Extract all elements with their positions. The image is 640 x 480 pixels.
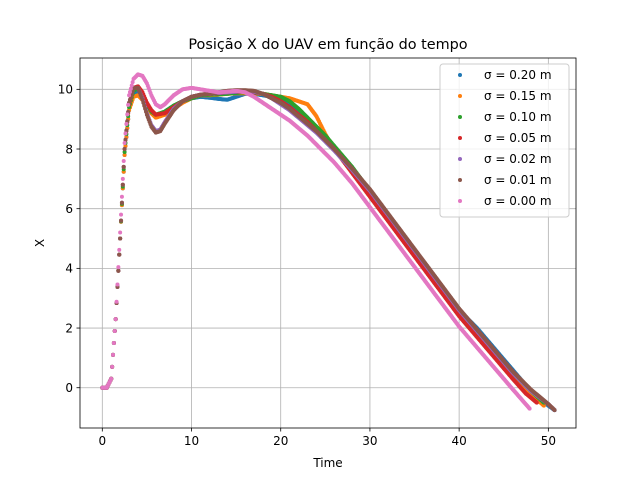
data-point <box>125 112 130 117</box>
data-point <box>122 152 127 157</box>
data-point <box>119 218 124 223</box>
data-point <box>120 182 125 187</box>
data-point <box>119 200 124 205</box>
data-point <box>122 141 127 146</box>
legend-item: σ = 0.01 m <box>458 173 552 187</box>
data-point <box>111 352 116 357</box>
data-point <box>110 364 115 369</box>
data-point <box>112 329 117 334</box>
legend-label: σ = 0.01 m <box>484 173 552 187</box>
data-point <box>117 252 122 257</box>
data-point <box>117 247 122 252</box>
x-tick-label: 0 <box>98 434 106 448</box>
data-point <box>121 158 126 163</box>
data-point <box>119 212 124 217</box>
x-tick-label: 50 <box>541 434 556 448</box>
legend-marker <box>458 136 462 140</box>
data-point <box>109 376 114 381</box>
data-point <box>124 121 129 126</box>
legend-item: σ = 0.02 m <box>458 152 552 166</box>
legend-box <box>439 63 570 218</box>
y-axis: 0 2 4 6 8 10 <box>58 83 80 395</box>
data-point <box>113 317 118 322</box>
legend-label: σ = 0.00 m <box>484 194 552 208</box>
y-tick-label: 8 <box>65 142 73 156</box>
y-axis-label: X <box>33 239 47 247</box>
legend: σ = 0.20 m σ = 0.15 m σ = 0.10 m σ = 0.05 m… <box>439 63 570 218</box>
y-tick-label: 2 <box>65 321 73 335</box>
data-point <box>122 149 127 154</box>
x-tick-label: 40 <box>451 434 466 448</box>
legend-marker <box>458 157 462 161</box>
plot-area <box>100 72 557 413</box>
legend-label: σ = 0.20 m <box>484 68 552 82</box>
data-point <box>111 340 116 345</box>
data-point <box>127 90 132 95</box>
data-point <box>121 164 126 169</box>
legend-label: σ = 0.15 m <box>484 89 552 103</box>
data-point <box>116 265 121 270</box>
data-point <box>118 230 123 235</box>
legend-label: σ = 0.02 m <box>484 152 552 166</box>
x-tick-label: 30 <box>362 434 377 448</box>
axes-frame <box>79 57 577 429</box>
legend-label: σ = 0.10 m <box>484 110 552 124</box>
data-point <box>116 268 121 273</box>
legend-marker <box>458 94 462 98</box>
data-point <box>129 83 134 88</box>
chart-title: Posição X do UAV em função do tempo <box>188 37 467 53</box>
data-point <box>123 137 128 142</box>
y-tick-label: 0 <box>65 381 73 395</box>
y-tick-label: 4 <box>65 262 73 276</box>
x-tick-label: 10 <box>184 434 199 448</box>
legend-item: σ = 0.00 m <box>458 194 552 208</box>
data-point <box>128 86 133 91</box>
data-point <box>130 80 135 85</box>
legend-marker <box>458 178 462 182</box>
legend-marker <box>458 73 462 77</box>
data-point <box>127 93 132 98</box>
y-tick-label: 10 <box>58 83 73 97</box>
data-point <box>118 236 123 241</box>
legend-item: σ = 0.05 m <box>458 131 552 145</box>
data-point <box>126 102 131 107</box>
data-point <box>115 282 120 287</box>
legend-item: σ = 0.10 m <box>458 110 552 124</box>
legend-label: σ = 0.05 m <box>484 131 552 145</box>
data-point <box>120 176 125 181</box>
legend-item: σ = 0.20 m <box>458 68 552 82</box>
data-point <box>534 400 539 405</box>
series-0.00 <box>100 72 532 411</box>
legend-marker <box>458 199 462 203</box>
data-point <box>123 131 128 136</box>
data-point <box>527 406 532 411</box>
x-tick-label: 20 <box>273 434 288 448</box>
data-point <box>114 299 119 304</box>
legend-marker <box>458 115 462 119</box>
x-axis-label: Time <box>312 456 342 470</box>
legend-item: σ = 0.15 m <box>458 89 552 103</box>
data-point <box>552 408 557 413</box>
data-point <box>122 147 127 152</box>
data-point <box>119 194 124 199</box>
y-tick-label: 6 <box>65 202 73 216</box>
data-point <box>541 403 546 408</box>
x-axis: 0 10 20 30 40 50 <box>98 428 556 448</box>
